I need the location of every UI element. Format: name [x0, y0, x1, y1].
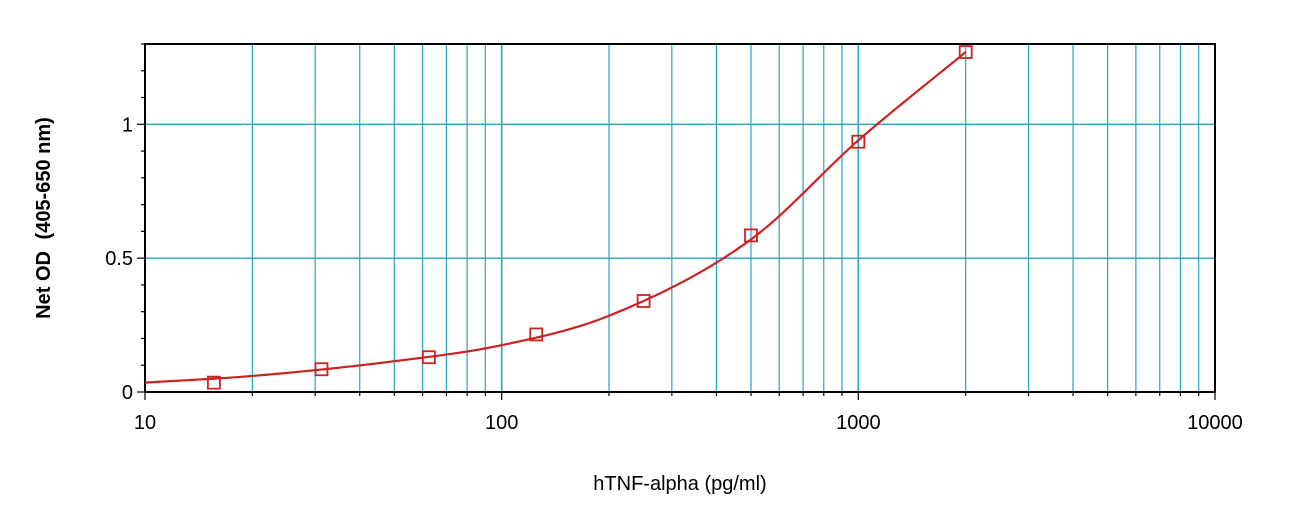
data-point: [636, 294, 651, 308]
y-tick-label: 0: [122, 382, 133, 404]
axis-ticks: [137, 43, 1216, 400]
fit-curve-layer: [144, 51, 967, 384]
y-axis-title-unit: (405-650 nm): [33, 117, 55, 239]
plot-frame: [144, 43, 1216, 393]
y-axis-title: Net OD (405-650 nm): [33, 117, 55, 319]
x-tick-label: 10: [134, 412, 156, 434]
data-point: [958, 45, 973, 59]
tick-labels: 10 100 1000 10000 0 0.5 1: [105, 114, 1243, 434]
data-point: [529, 327, 544, 342]
grid: [145, 44, 1215, 392]
x-tick-label: 100: [485, 412, 518, 434]
data-point: [421, 350, 436, 365]
y-axis-title-main: Net OD: [33, 251, 55, 319]
data-point: [744, 228, 758, 243]
data-point: [206, 375, 221, 390]
x-tick-label: 10000: [1187, 412, 1243, 434]
fit-curve: [144, 51, 967, 384]
x-tick-label: 1000: [836, 412, 881, 434]
data-point: [314, 362, 329, 377]
y-tick-label: 0.5: [105, 248, 133, 270]
x-axis-title: hTNF-alpha (pg/ml): [593, 473, 766, 495]
y-tick-label: 1: [122, 114, 133, 136]
data-points: [206, 45, 973, 390]
data-point: [851, 134, 866, 149]
